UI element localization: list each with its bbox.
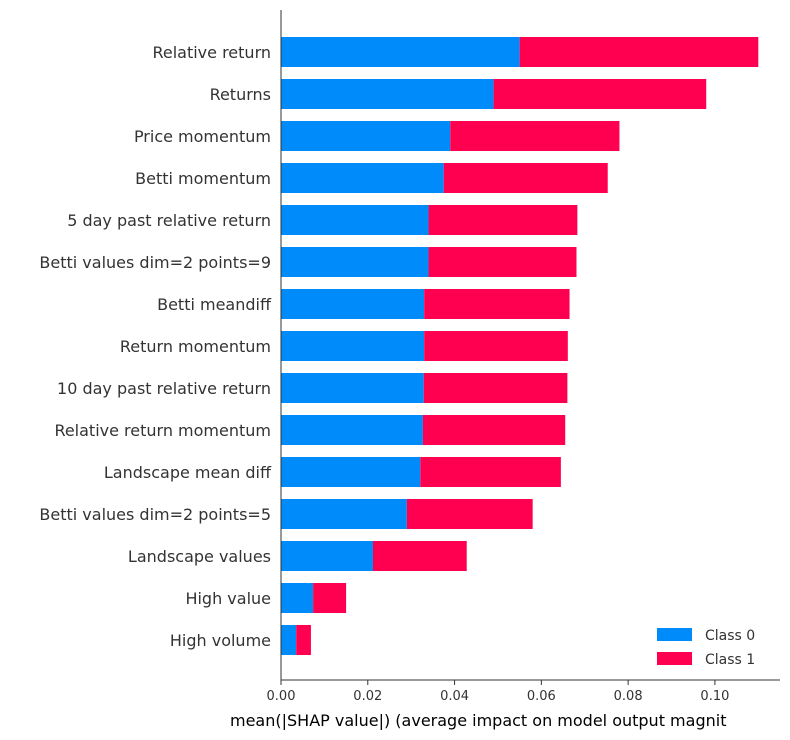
bar-segment-class-1 <box>443 163 608 193</box>
legend: Class 0 Class 1 <box>657 628 755 668</box>
category-label: Relative return <box>152 43 271 62</box>
bar-segment-class-1 <box>519 37 759 67</box>
bar-segment-class-1 <box>406 499 533 529</box>
bar-segment-class-1 <box>420 457 561 487</box>
bar-segment-class-1 <box>493 79 707 109</box>
bar-segment-class-0 <box>281 79 494 109</box>
bar-segment-class-1 <box>428 247 577 277</box>
bar-segment-class-1 <box>424 331 568 361</box>
category-label: Landscape values <box>128 547 271 566</box>
legend-label: Class 0 <box>705 628 755 644</box>
legend-swatch <box>657 628 692 641</box>
bar-segment-class-1 <box>296 625 311 655</box>
bar-segment-class-1 <box>450 121 620 151</box>
category-label: Landscape mean diff <box>104 463 272 482</box>
bar-segment-class-0 <box>281 121 451 151</box>
bar-segment-class-0 <box>281 499 407 529</box>
bar-segment-class-0 <box>281 373 424 403</box>
category-label: Betti values dim=2 points=5 <box>39 505 271 524</box>
category-label: Betti momentum <box>135 169 271 188</box>
category-label: Return momentum <box>120 337 271 356</box>
bar-segment-class-1 <box>372 541 467 571</box>
bar-segment-class-1 <box>423 373 568 403</box>
bar-segment-class-1 <box>422 415 566 445</box>
category-label: High value <box>185 589 271 608</box>
x-axis-ticks: 0.00 0.02 0.04 0.06 0.08 0.10 <box>267 680 729 704</box>
category-label: Returns <box>210 85 271 104</box>
category-label: Betti values dim=2 points=9 <box>39 253 271 272</box>
x-tick-label: 0.08 <box>614 689 643 704</box>
category-label: Relative return momentum <box>54 421 271 440</box>
bar-segment-class-0 <box>281 205 429 235</box>
category-label: Price momentum <box>134 127 271 146</box>
category-label: 5 day past relative return <box>67 211 271 230</box>
category-label: High volume <box>170 631 271 650</box>
x-axis-title: mean(|SHAP value|) (average impact on mo… <box>230 711 726 730</box>
category-label: 10 day past relative return <box>57 379 271 398</box>
legend-label: Class 1 <box>705 652 755 668</box>
x-tick-label: 0.00 <box>267 689 296 704</box>
x-tick-label: 0.06 <box>527 689 556 704</box>
legend-swatch <box>657 652 692 665</box>
bar-segment-class-1 <box>313 583 347 613</box>
bar-segment-class-0 <box>281 625 297 655</box>
bars-layer <box>281 37 759 655</box>
bar-segment-class-1 <box>428 205 578 235</box>
bar-segment-class-0 <box>281 37 520 67</box>
bar-segment-class-0 <box>281 247 429 277</box>
category-labels: Relative return Returns Price momentum Bett… <box>39 43 272 650</box>
bar-segment-class-0 <box>281 331 425 361</box>
bar-segment-class-0 <box>281 415 423 445</box>
bar-segment-class-0 <box>281 289 425 319</box>
bar-segment-class-1 <box>424 289 570 319</box>
category-label: Betti meandiff <box>157 295 272 314</box>
bar-segment-class-0 <box>281 583 314 613</box>
bar-segment-class-0 <box>281 163 444 193</box>
x-tick-label: 0.02 <box>353 689 382 704</box>
bar-segment-class-0 <box>281 457 421 487</box>
bar-segment-class-0 <box>281 541 373 571</box>
x-tick-label: 0.04 <box>440 689 469 704</box>
x-tick-label: 0.10 <box>700 689 729 704</box>
